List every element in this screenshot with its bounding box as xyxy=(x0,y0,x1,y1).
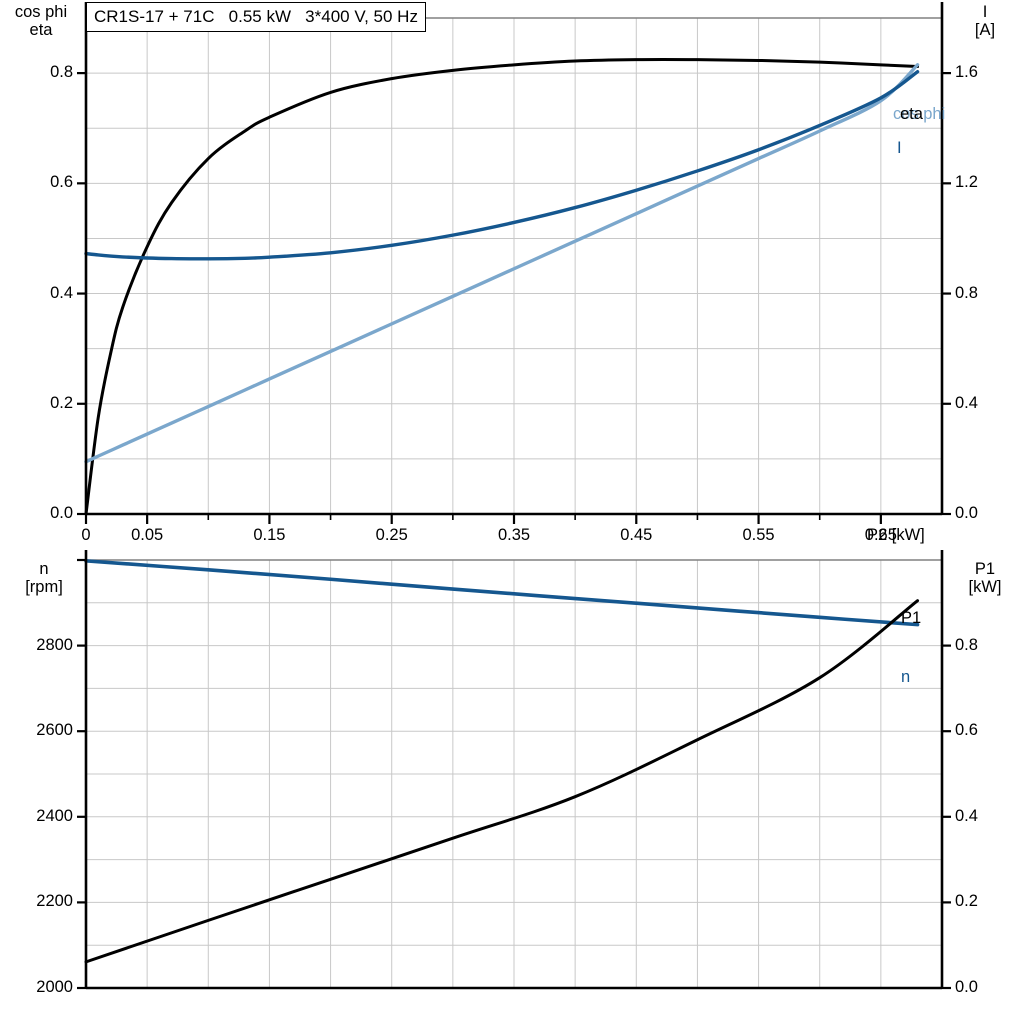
top-left-axis-line-0: cos phi xyxy=(14,3,68,21)
eta-curve-label: eta xyxy=(900,105,923,123)
top-left-tick-label: 0.8 xyxy=(50,63,73,82)
current-curve xyxy=(84,70,920,261)
top-chart-left-axis-label: cos phi eta xyxy=(2,3,80,40)
bottom-chart-panel: n [rpm] P1 [kW] 2000 2200 2400 2600 2800 0.0 0.2… xyxy=(0,548,1024,1024)
bottom-chart-right-axis-label: P1 [kW] xyxy=(952,560,1018,597)
top-chart-group xyxy=(77,2,951,524)
top-x-axis-title: P2 [kW] xyxy=(867,526,925,544)
top-chart-gridlines xyxy=(86,17,942,514)
bottom-left-tick-label: 2200 xyxy=(36,892,73,911)
top-x-tick-label: 0 xyxy=(81,526,91,544)
top-right-tick-label: 0.0 xyxy=(955,504,978,522)
top-right-tick-label: 1.6 xyxy=(955,63,978,82)
bottom-right-tick-label: 0.6 xyxy=(955,721,978,740)
bottom-right-axis-line-1: [kW] xyxy=(968,578,1002,597)
top-right-tick-label: 1.2 xyxy=(955,173,978,192)
top-left-axis-line-1: eta xyxy=(29,21,53,40)
bottom-right-tick-label: 0.0 xyxy=(955,978,978,996)
power-curve xyxy=(84,599,920,964)
top-right-axis-line-1: [A] xyxy=(974,21,996,40)
top-x-tick-label: 0.45 xyxy=(620,526,653,544)
top-x-tick-label: 0.25 xyxy=(375,526,408,544)
speed-curve xyxy=(84,559,920,627)
top-chart-curves xyxy=(84,57,920,516)
eta-curve xyxy=(84,57,920,516)
top-left-tick-label: 0.4 xyxy=(50,283,73,302)
top-x-tick-label: 0.55 xyxy=(742,526,775,544)
top-chart-panel: cos phi eta I [A] CR1S-17 + 71C 0.55 kW 3*… xyxy=(2,2,1018,544)
current-curve-label: I xyxy=(897,139,902,157)
bottom-chart-gridlines xyxy=(86,559,942,988)
top-chart-right-axis-label: I [A] xyxy=(952,3,1018,40)
top-x-tick-label: 0.35 xyxy=(497,526,531,544)
top-left-tick-label: 0.6 xyxy=(50,173,73,192)
bottom-chart-axes xyxy=(77,550,951,990)
top-x-tick-label: 0.15 xyxy=(253,526,286,544)
bottom-right-tick-label: 0.2 xyxy=(955,892,978,911)
top-right-axis-line-0: I xyxy=(982,3,988,21)
bottom-left-tick-label: 2000 xyxy=(36,978,73,996)
top-chart-plot xyxy=(77,2,951,524)
bottom-left-axis-line-1: [rpm] xyxy=(25,578,63,597)
bottom-left-tick-label: 2600 xyxy=(36,721,73,740)
power-curve-label: P1 xyxy=(901,609,922,627)
top-chart-axes xyxy=(77,2,951,524)
top-left-tick-label: 0.2 xyxy=(50,393,73,412)
top-left-tick-label: 0.0 xyxy=(50,504,73,522)
bottom-chart-curves xyxy=(84,559,920,964)
cos-phi-curve xyxy=(84,63,920,464)
bottom-right-tick-label: 0.4 xyxy=(955,806,978,825)
bottom-chart-left-axis-label: n [rpm] xyxy=(8,560,80,597)
top-x-tick-label: 0.05 xyxy=(131,526,164,544)
bottom-right-tick-label: 0.8 xyxy=(955,635,978,654)
bottom-left-axis-line-0: n xyxy=(39,560,49,578)
top-right-tick-label: 0.4 xyxy=(955,393,978,412)
bottom-chart-plot xyxy=(77,550,951,990)
top-right-tick-label: 0.8 xyxy=(955,283,978,302)
chart-title-box: CR1S-17 + 71C 0.55 kW 3*400 V, 50 Hz xyxy=(86,2,426,32)
bottom-left-tick-label: 2400 xyxy=(36,806,73,825)
bottom-right-axis-line-0: P1 xyxy=(974,560,996,578)
speed-curve-label: n xyxy=(901,668,911,686)
cos-phi-curve-label: cos phi xyxy=(893,105,946,123)
top-x-tick-label: 0.65 xyxy=(864,526,897,544)
bottom-chart-group xyxy=(77,550,951,990)
bottom-left-tick-label: 2800 xyxy=(36,635,73,654)
chart-title: CR1S-17 + 71C 0.55 kW 3*400 V, 50 Hz xyxy=(94,7,418,26)
